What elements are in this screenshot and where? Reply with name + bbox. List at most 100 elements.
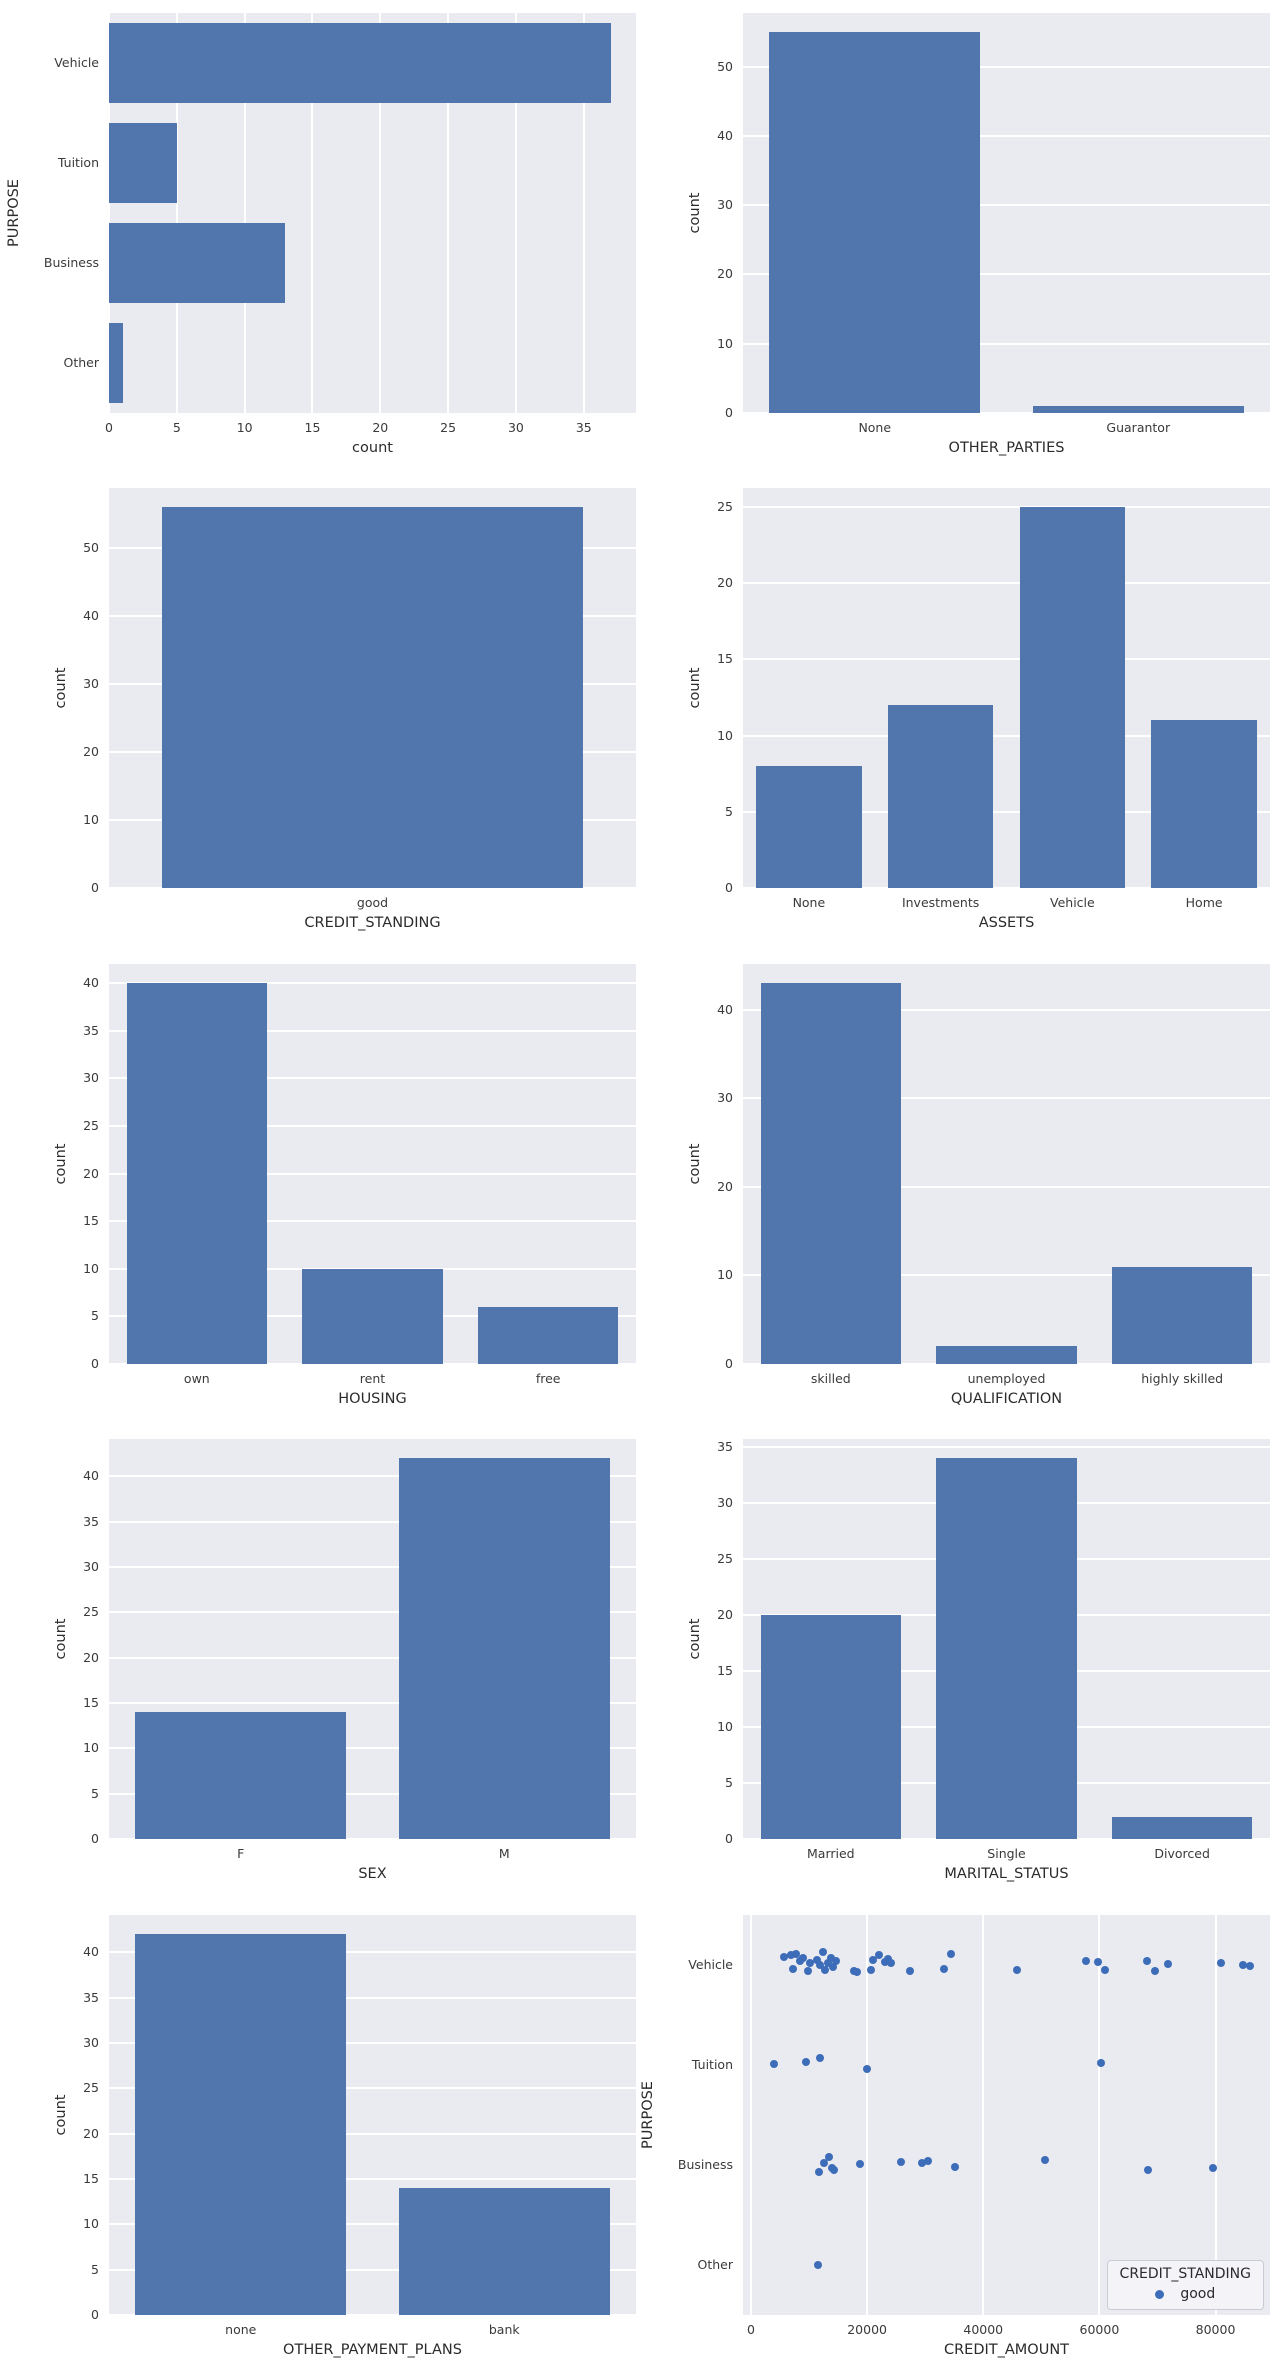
x-tick-label: skilled (810, 1371, 851, 1386)
x-tick-label: 40000 (963, 2322, 1004, 2337)
axes-sex (109, 1439, 636, 1840)
scatter-point (1143, 2166, 1152, 2174)
gridline (109, 1172, 636, 1175)
gridline (743, 134, 1270, 137)
y-tick-label: 15 (83, 1213, 99, 1229)
x-tick-label: 30 (507, 420, 524, 435)
x-tick-label: 60000 (1079, 2322, 1120, 2337)
y-tick-label: 15 (717, 1662, 733, 1678)
x-tick-label: None (792, 895, 826, 910)
x-axis-label-qualification: QUALIFICATION (950, 1391, 1063, 1407)
x-tick-label: 80000 (1195, 2322, 1236, 2337)
y-tick-label: 20 (717, 1178, 733, 1194)
y-tick-label: 20 (83, 1165, 99, 1181)
scatter-point (853, 1968, 862, 1976)
scatter-point (815, 1961, 824, 1969)
gridline (866, 1915, 869, 2315)
x-axis-label-housing: HOUSING (338, 1391, 407, 1407)
scatter-point (814, 2168, 823, 2176)
x-tick-label: none (225, 2322, 257, 2337)
gridline (109, 1475, 636, 1478)
gridline (743, 658, 1270, 661)
gridline (743, 506, 1270, 509)
gridline (175, 13, 178, 413)
scatter-point (1163, 1960, 1172, 1968)
gridline (311, 13, 314, 413)
plot-background (743, 1915, 1270, 2315)
x-axis-label-sex: SEX (358, 1866, 387, 1882)
legend-entry: good (1120, 2286, 1251, 2302)
y-axis-label-housing: count (53, 1143, 69, 1185)
bar-guarantor (1032, 406, 1244, 413)
subplot-marital-status: 0 5 10 15 20 25 30 35 Married Single Divorced MARIT… (639, 1426, 1278, 1901)
x-tick-label: Single (987, 1846, 1026, 1861)
x-tick-label: free (535, 1371, 561, 1386)
scatter-point (830, 2166, 839, 2174)
gridline (109, 1792, 636, 1795)
bar-f (135, 1712, 347, 1839)
axes-credit-amount: CREDIT_STANDING good (743, 1915, 1270, 2315)
y-tick-label: 5 (725, 803, 733, 819)
x-axis-label-assets: ASSETS (978, 915, 1035, 931)
gridline (109, 1701, 636, 1704)
y-tick-label: 5 (91, 1308, 99, 1324)
x-tick-label: 0 (105, 420, 113, 435)
scatter-point (856, 2160, 865, 2168)
x-axis-label-marital-status: MARITAL_STATUS (944, 1866, 1069, 1882)
gridline (750, 1915, 752, 2315)
y-axis-label-other-parties: count (687, 192, 703, 234)
scatter-point (947, 1950, 956, 1958)
subplot-sex: 0 5 10 15 20 25 30 35 40 F M SEX count (0, 1426, 639, 1901)
scatter-point (868, 1956, 877, 1964)
y-tick-label: 5 (91, 2261, 99, 2277)
y-tick-label: 0 (91, 880, 99, 895)
legend: CREDIT_STANDING good (1106, 2260, 1264, 2310)
y-tick-label: Vehicle (54, 55, 99, 70)
scatter-point (788, 1965, 797, 1973)
gridline (743, 204, 1270, 207)
x-axis-label-count: count (352, 440, 393, 456)
gridline (743, 1185, 1270, 1188)
y-axis-label-assets: count (687, 667, 703, 709)
scatter-point (770, 2060, 779, 2068)
scatter-point (1150, 1967, 1159, 1975)
scatter-point (814, 2261, 823, 2269)
y-tick-label: 40 (83, 607, 99, 623)
scatter-point (801, 2058, 810, 2066)
subplot-assets: 0 5 10 15 20 25 None Investments Vehicle Home ASSE… (639, 475, 1278, 950)
y-tick-label: 40 (83, 975, 99, 991)
y-tick-label: 10 (83, 811, 99, 827)
scatter-point (906, 1967, 915, 1975)
x-tick-label: bank (488, 2322, 520, 2337)
y-tick-label: 0 (725, 405, 733, 420)
y-tick-label: 10 (83, 2216, 99, 2232)
axes-qualification (743, 964, 1270, 1365)
y-tick-label: Tuition (57, 155, 99, 170)
y-tick-label: 30 (83, 675, 99, 691)
y-axis-label-qualification: count (687, 1143, 703, 1185)
gridline (743, 1008, 1270, 1011)
x-tick-label: Investments (901, 895, 980, 910)
y-tick-label: 30 (83, 2034, 99, 2050)
gridline (743, 1838, 1270, 1840)
y-tick-label: 50 (717, 58, 733, 74)
y-axis-label-count: PURPOSE (6, 179, 22, 247)
scatter-point (1096, 2059, 1105, 2067)
bar-vehicle (1019, 507, 1126, 888)
scatter-point (831, 1957, 840, 1965)
gridline (109, 2223, 636, 2226)
x-tick-label: None (858, 420, 892, 435)
bar-other (109, 323, 123, 403)
scatter-point (812, 1956, 821, 1964)
x-axis-label-other-parties: OTHER_PARTIES (948, 440, 1065, 456)
bar-business (109, 223, 286, 303)
y-tick-label: 5 (91, 1785, 99, 1801)
x-tick-label: 0 (747, 2322, 755, 2337)
scatter-point (1239, 1961, 1248, 1969)
scatter-point (939, 1965, 948, 1973)
y-tick-label: 20 (717, 575, 733, 591)
gridline (743, 1445, 1270, 1448)
gridline (109, 887, 636, 889)
y-tick-label: 0 (725, 1356, 733, 1371)
gridline (582, 13, 585, 413)
